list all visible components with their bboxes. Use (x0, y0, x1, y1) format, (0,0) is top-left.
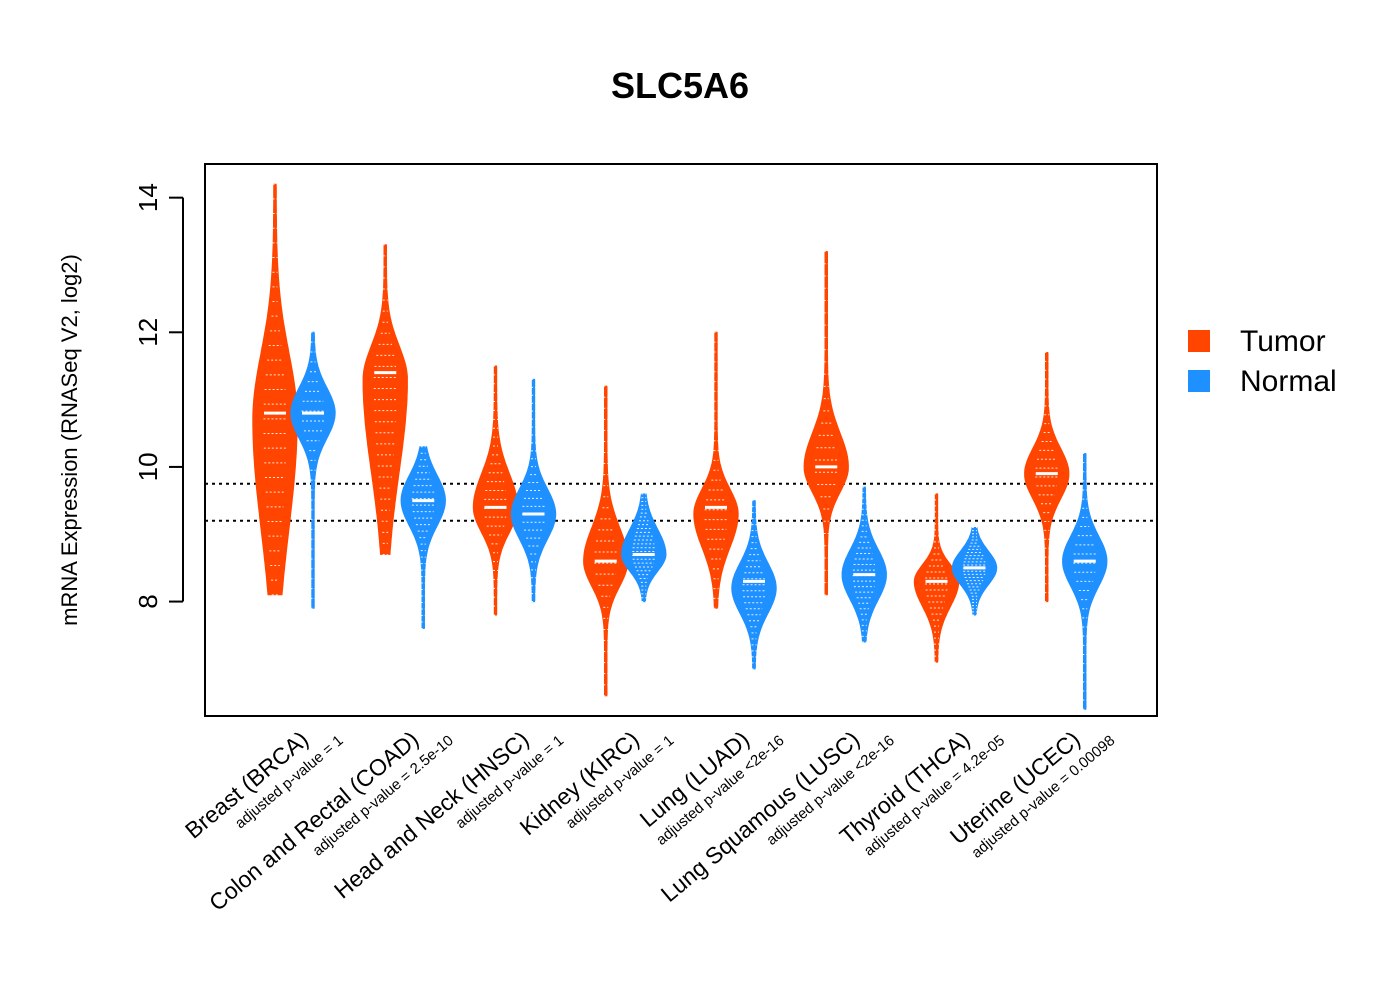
violin-normal-4 (620, 493, 667, 603)
violin-tumor-7-shape (913, 493, 960, 663)
violin-normal-4-shape (620, 493, 667, 603)
violin-normal-6 (841, 486, 887, 643)
violin-normal-5 (731, 500, 777, 670)
y-axis-label: mRNA Expression (RNASeq V2, log2) (57, 254, 82, 626)
y-tick-label: 8 (133, 594, 163, 608)
violin-tumor-8 (1024, 351, 1070, 603)
violin-normal-3-shape (510, 378, 557, 603)
chart-title: SLC5A6 (611, 65, 749, 106)
violin-normal-7-shape (951, 527, 998, 616)
violin-tumor-2-shape (362, 244, 408, 555)
violin-tumor-3-shape (472, 365, 519, 616)
plot-frame (204, 163, 1158, 717)
legend-swatch-normal (1188, 370, 1210, 392)
violin-tumor-7 (913, 493, 960, 663)
violin-tumor-2 (362, 244, 408, 555)
violin-tumor-6 (803, 251, 849, 596)
legend-swatch-tumor (1188, 330, 1210, 352)
violin-normal-5-shape (731, 500, 777, 670)
legend-label-tumor: Tumor (1240, 325, 1326, 358)
violin-tumor-1 (252, 183, 298, 596)
plot-area (204, 163, 1158, 717)
violin-normal-7 (951, 527, 998, 616)
violin-normal-6-shape (841, 486, 887, 643)
violin-tumor-3 (472, 365, 519, 616)
violin-normal-3 (510, 378, 557, 603)
y-tick-label: 10 (133, 452, 163, 481)
y-tick-label: 12 (133, 318, 163, 347)
legend-label-normal: Normal (1240, 365, 1337, 398)
violin-tumor-1-shape (252, 183, 298, 596)
violin-tumor-4 (583, 385, 629, 697)
y-axis: 8 10 12 14 (133, 183, 184, 609)
violin-normal-8 (1062, 452, 1108, 710)
y-tick-label: 14 (133, 183, 163, 212)
violin-normal-2-shape (400, 446, 446, 629)
violin-normal-2 (400, 446, 446, 629)
violin-normal-1-shape (290, 331, 336, 609)
violin-tumor-5-shape (693, 331, 739, 609)
legend: Tumor Normal (1188, 325, 1337, 398)
violin-normal-1 (290, 331, 336, 609)
violin-tumor-5 (693, 331, 739, 609)
